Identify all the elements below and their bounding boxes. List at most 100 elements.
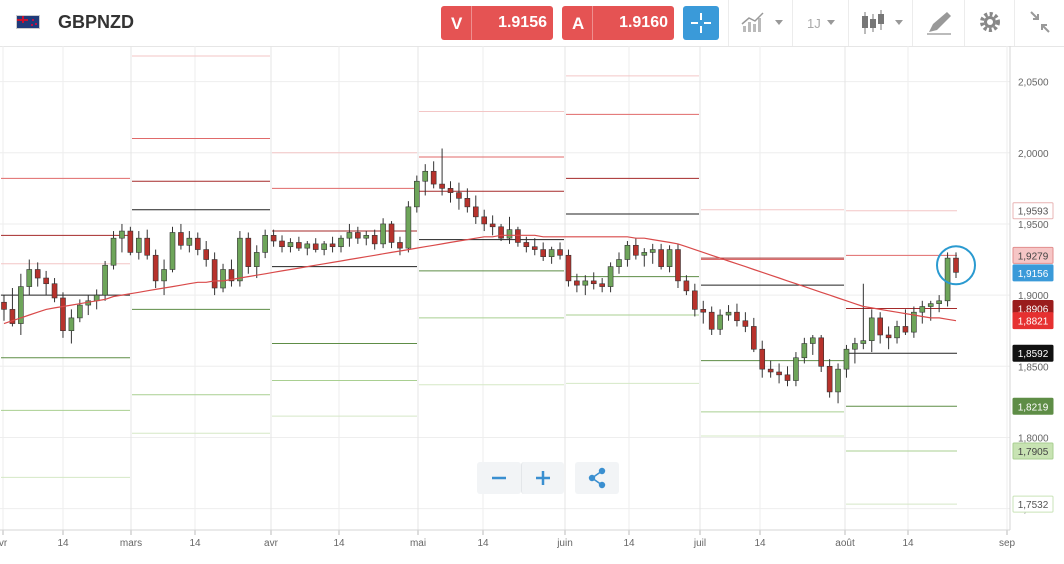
candle-body [809, 337, 816, 344]
candle-style-button[interactable] [848, 0, 913, 46]
candle-body [338, 237, 344, 248]
candle-body [270, 235, 277, 242]
candle-body [548, 249, 555, 257]
x-tick-label: juin [556, 538, 573, 549]
x-tick-label: 14 [477, 538, 489, 549]
buy-button[interactable]: A 1.9160 [562, 6, 674, 40]
sell-price: 1.9156 [498, 14, 547, 31]
candlestick-icon [862, 10, 884, 34]
settings-button[interactable] [964, 0, 1015, 46]
chart-type-icon [741, 12, 764, 32]
moving-average-line [3, 234, 957, 325]
price-label-text: 1,7532 [1018, 500, 1049, 511]
chart-type-button[interactable] [728, 0, 793, 46]
candle-body [675, 249, 681, 282]
y-tick-label: 1,8500 [1018, 362, 1049, 373]
drawing-tools-button[interactable] [912, 0, 965, 46]
candle-body [144, 237, 151, 256]
candle-body [228, 269, 235, 282]
candle-body [700, 309, 707, 313]
x-tick-label: mars [120, 538, 142, 549]
x-tick-label: avr [264, 538, 279, 549]
candle-body [211, 259, 218, 289]
x-tick-label: août [835, 538, 855, 549]
candle-body [178, 232, 184, 246]
candle-body [843, 348, 850, 370]
candle-body [557, 249, 563, 256]
symbol-title: GBPNZD [58, 12, 134, 32]
candle-body [237, 237, 243, 282]
candle-body [18, 286, 24, 324]
candle-body [590, 280, 597, 285]
y-tick-label: 1,9500 [1018, 220, 1049, 231]
x-tick-label: vr [0, 538, 8, 549]
price-label-box [1012, 202, 1054, 220]
candle-body [329, 243, 336, 248]
price-label-box [1012, 264, 1054, 282]
candle-body [414, 180, 420, 208]
chevron-down-icon [827, 20, 835, 25]
candle-body [565, 254, 572, 282]
timeframe-value: 1J [807, 16, 821, 31]
candle-body [152, 254, 159, 282]
x-tick-label: 14 [189, 538, 201, 549]
x-tick-label: juil [693, 538, 706, 549]
candle-body [1, 301, 7, 310]
y-tick-label: 1,9000 [1018, 291, 1049, 302]
candle-series [1, 148, 959, 404]
gbp-nzd-flag-icon [16, 15, 40, 29]
candle-body [296, 242, 302, 249]
y-tick-label: 1,8000 [1018, 433, 1049, 444]
candle-body [953, 257, 959, 273]
candle-body [186, 237, 193, 246]
candle-body [818, 337, 825, 367]
chevron-down-icon [775, 20, 783, 25]
candle-body [489, 223, 496, 228]
candle-body [169, 232, 176, 270]
x-tick-label: 14 [623, 538, 635, 549]
price-label: 1,7532 [1012, 495, 1054, 513]
candle-body [624, 244, 631, 260]
candle-body [515, 229, 521, 243]
candle-body [127, 230, 134, 253]
pivot-levels [1, 46, 957, 530]
candle-body [692, 290, 698, 310]
candle-body [641, 252, 648, 256]
candle-body [717, 314, 723, 330]
candle-body [801, 343, 808, 359]
price-label: 1,8821 [1012, 312, 1054, 330]
plus-icon [536, 471, 550, 485]
price-label-box [1012, 442, 1054, 460]
candle-body [388, 223, 395, 243]
crosshair-button[interactable] [683, 6, 719, 40]
candle-body [439, 183, 445, 189]
candle-body [776, 371, 782, 376]
candle-body [506, 229, 513, 239]
candle-body [767, 368, 774, 373]
price-label-text: 1,8821 [1018, 317, 1049, 328]
zoom-out-button[interactable] [477, 462, 521, 494]
candle-body [321, 243, 327, 250]
chart-axes: 2,0500 2,0000 1,9500 1,9000 1,8500 1,8000 1,75… [0, 46, 1054, 549]
chevron-down-icon [895, 20, 903, 25]
collapse-button[interactable] [1014, 0, 1064, 46]
zoom-in-button[interactable] [521, 462, 564, 494]
sell-button[interactable]: V 1.9156 [441, 6, 553, 40]
share-button[interactable] [575, 462, 619, 494]
candle-body [447, 188, 454, 193]
price-label-text: 1,8219 [1018, 402, 1049, 413]
price-label: 1,8592 [1012, 344, 1054, 362]
timeframe-select[interactable]: 1J [792, 0, 849, 46]
candle-body [927, 303, 934, 307]
candle-body [877, 317, 883, 336]
share-icon [588, 467, 606, 489]
candle-body [944, 257, 951, 302]
price-label-box [1012, 246, 1054, 264]
candle-body [262, 235, 268, 253]
candle-body [464, 198, 471, 208]
chart-toolbar: GBPNZD V 1.9156 A 1.9160 1J [0, 0, 1064, 47]
price-label-text: 1,9279 [1018, 251, 1049, 262]
price-chart[interactable]: 2,0500 2,0000 1,9500 1,9000 1,8500 1,8000 1,75… [0, 46, 1064, 564]
candle-body [287, 242, 294, 248]
candle-body [531, 246, 538, 250]
